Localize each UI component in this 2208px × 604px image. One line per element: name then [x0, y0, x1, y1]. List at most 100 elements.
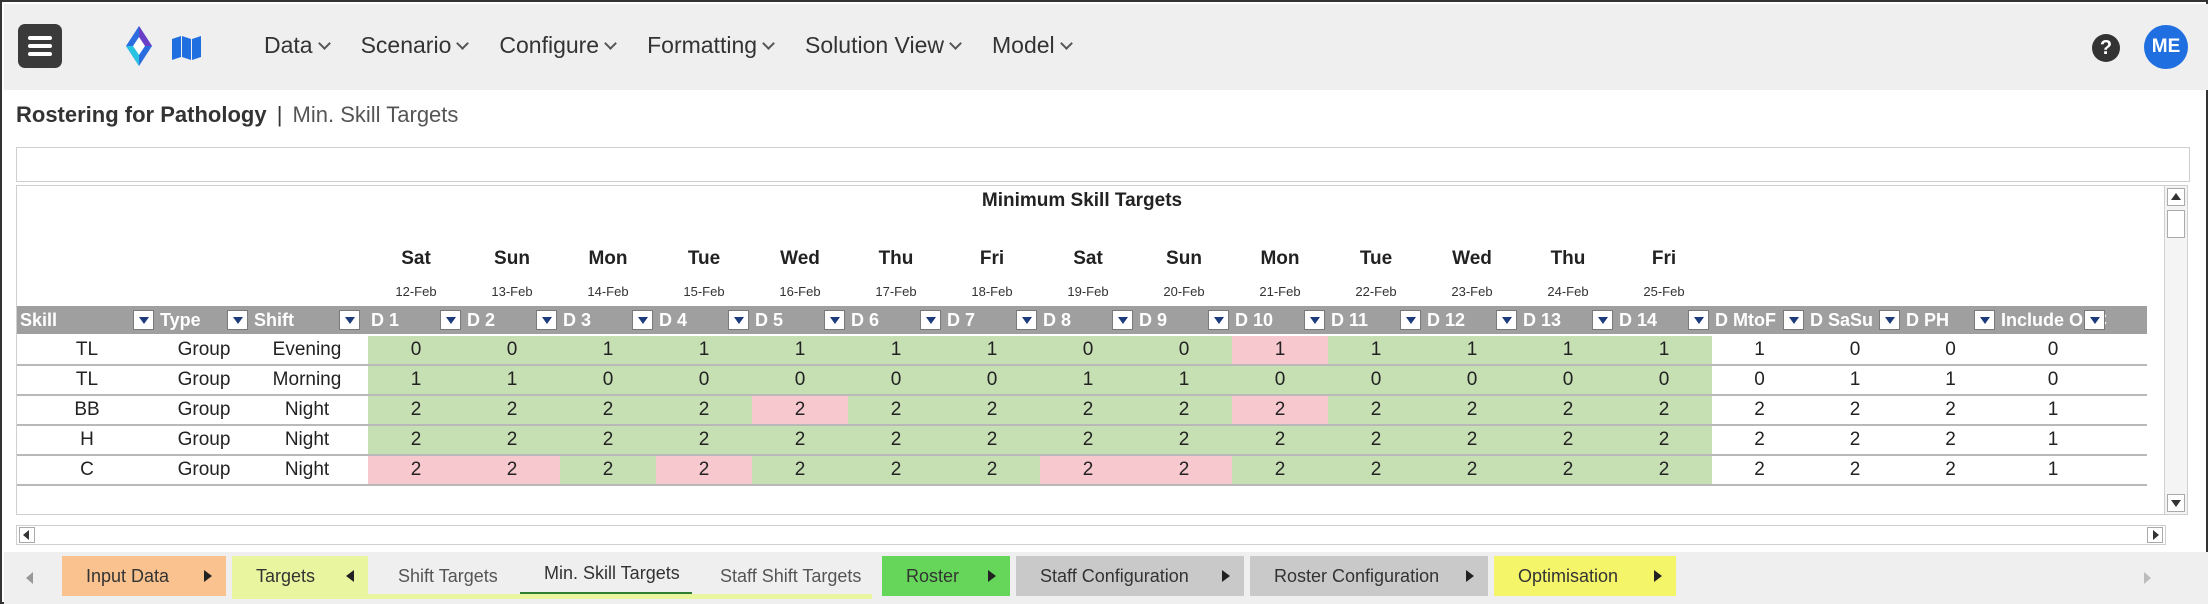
table-cell[interactable]: 2 — [944, 456, 1040, 484]
table-cell[interactable]: 2 — [1232, 426, 1328, 454]
filter-dropdown-icon[interactable] — [1783, 310, 1804, 330]
tab-min-skill-targets[interactable]: Min. Skill Targets — [520, 556, 692, 596]
table-cell[interactable]: 0 — [1849, 339, 1861, 360]
table-cell[interactable]: 2 — [1040, 426, 1136, 454]
table-cell[interactable]: 0 — [560, 366, 656, 394]
table-cell[interactable]: 2 — [1424, 426, 1520, 454]
filter-dropdown-icon[interactable] — [1592, 310, 1613, 330]
table-cell[interactable]: 2 — [1328, 396, 1424, 424]
table-cell[interactable]: 1 — [1754, 339, 1765, 360]
tab-staff-configuration[interactable]: Staff Configuration — [1016, 556, 1244, 596]
table-cell[interactable]: 0 — [848, 366, 944, 394]
vertical-scrollbar[interactable] — [2164, 185, 2188, 515]
scroll-thumb[interactable] — [2167, 210, 2185, 238]
help-icon[interactable]: ? — [2092, 34, 2120, 62]
formula-bar[interactable] — [16, 147, 2190, 182]
table-cell[interactable]: 2 — [560, 396, 656, 424]
table-cell[interactable]: 1 — [1328, 336, 1424, 364]
table-cell[interactable]: 2 — [1328, 456, 1424, 484]
table-cell[interactable]: 2 — [464, 456, 560, 484]
table-cell[interactable]: 2 — [1754, 429, 1765, 450]
table-cell[interactable]: Group — [177, 399, 231, 420]
nav-model[interactable]: Model — [992, 32, 1073, 59]
nav-configure[interactable]: Configure — [499, 32, 617, 59]
filter-dropdown-icon[interactable] — [440, 310, 461, 330]
caret-left-icon[interactable] — [346, 570, 354, 582]
table-cell[interactable]: 1 — [2047, 459, 2059, 480]
table-cell[interactable]: 2 — [1328, 426, 1424, 454]
filter-dropdown-icon[interactable] — [339, 310, 360, 330]
scroll-up-icon[interactable] — [2167, 188, 2185, 206]
caret-right-icon[interactable] — [1222, 570, 1230, 582]
table-cell[interactable]: 2 — [1040, 456, 1136, 484]
table-cell[interactable]: 1 — [1040, 366, 1136, 394]
table-cell[interactable]: 0 — [2047, 369, 2059, 390]
table-cell[interactable]: 2 — [1849, 459, 1861, 480]
table-cell[interactable]: 2 — [656, 426, 752, 454]
table-cell[interactable]: 2 — [848, 396, 944, 424]
filter-dropdown-icon[interactable] — [1496, 310, 1517, 330]
filter-dropdown-icon[interactable] — [1208, 310, 1229, 330]
caret-right-icon[interactable] — [1466, 570, 1474, 582]
table-cell[interactable]: 2 — [944, 426, 1040, 454]
table-cell[interactable]: 2 — [368, 396, 464, 424]
table-cell[interactable]: 0 — [1520, 366, 1616, 394]
table-cell[interactable]: 0 — [464, 336, 560, 364]
scroll-down-icon[interactable] — [2167, 494, 2185, 512]
filter-dropdown-icon[interactable] — [536, 310, 557, 330]
table-cell[interactable]: Group — [177, 339, 231, 360]
table-cell[interactable]: 0 — [1754, 369, 1765, 390]
table-cell[interactable]: 2 — [560, 426, 656, 454]
tab-scroll-left-icon[interactable] — [26, 572, 33, 584]
scroll-right-icon[interactable] — [2147, 527, 2163, 543]
table-cell[interactable]: 0 — [1040, 336, 1136, 364]
breadcrumb-app[interactable]: Rostering for Pathology — [16, 102, 267, 127]
table-cell[interactable]: 2 — [1520, 426, 1616, 454]
table-cell[interactable]: 1 — [368, 366, 464, 394]
filter-dropdown-icon[interactable] — [2084, 310, 2105, 330]
table-cell[interactable]: 2 — [752, 426, 848, 454]
table-cell[interactable]: 2 — [1424, 456, 1520, 484]
tab-staff-shift-targets[interactable]: Staff Shift Targets — [696, 556, 872, 596]
filter-dropdown-icon[interactable] — [133, 310, 154, 330]
table-cell[interactable]: 0 — [368, 336, 464, 364]
table-cell[interactable]: 1 — [848, 336, 944, 364]
tab-input-data[interactable]: Input Data — [62, 556, 226, 596]
table-cell[interactable]: 1 — [1520, 336, 1616, 364]
table-cell[interactable]: 2 — [1945, 429, 1956, 450]
table-cell[interactable]: Night — [284, 429, 330, 450]
table-cell[interactable]: 1 — [1945, 369, 1956, 390]
table-cell[interactable]: TL — [75, 369, 99, 390]
table-cell[interactable]: 2 — [1945, 399, 1956, 420]
table-cell[interactable]: 1 — [1424, 336, 1520, 364]
table-cell[interactable]: 0 — [2047, 339, 2059, 360]
table-cell[interactable]: 2 — [368, 426, 464, 454]
table-cell[interactable]: 2 — [1040, 396, 1136, 424]
filter-dropdown-icon[interactable] — [1688, 310, 1709, 330]
table-cell[interactable]: C — [80, 459, 94, 480]
nav-formatting[interactable]: Formatting — [647, 32, 775, 59]
table-cell[interactable]: 2 — [464, 426, 560, 454]
filter-dropdown-icon[interactable] — [1974, 310, 1995, 330]
table-cell[interactable]: 2 — [1849, 399, 1861, 420]
table-cell[interactable]: 2 — [560, 456, 656, 484]
table-cell[interactable]: 0 — [1328, 366, 1424, 394]
spreadsheet-grid[interactable]: Minimum Skill Targets Sat 12-Feb Sun 13-Feb… — [16, 185, 2166, 515]
caret-right-icon[interactable] — [1654, 570, 1662, 582]
tab-shift-targets[interactable]: Shift Targets — [374, 556, 514, 596]
table-cell[interactable]: 1 — [752, 336, 848, 364]
table-cell[interactable]: BB — [74, 399, 100, 420]
table-cell[interactable]: 2 — [1616, 426, 1712, 454]
table-cell[interactable]: 1 — [944, 336, 1040, 364]
tab-scroll-right-icon[interactable] — [2144, 572, 2151, 584]
table-cell[interactable]: 1 — [560, 336, 656, 364]
table-cell[interactable]: 0 — [752, 366, 848, 394]
filter-dropdown-icon[interactable] — [1016, 310, 1037, 330]
table-cell[interactable]: 0 — [1616, 366, 1712, 394]
table-cell[interactable]: 2 — [1616, 456, 1712, 484]
tab-optimisation[interactable]: Optimisation — [1494, 556, 1676, 596]
filter-dropdown-icon[interactable] — [227, 310, 248, 330]
filter-dropdown-icon[interactable] — [920, 310, 941, 330]
horizontal-scrollbar[interactable] — [16, 525, 2166, 545]
scroll-left-icon[interactable] — [19, 527, 35, 543]
